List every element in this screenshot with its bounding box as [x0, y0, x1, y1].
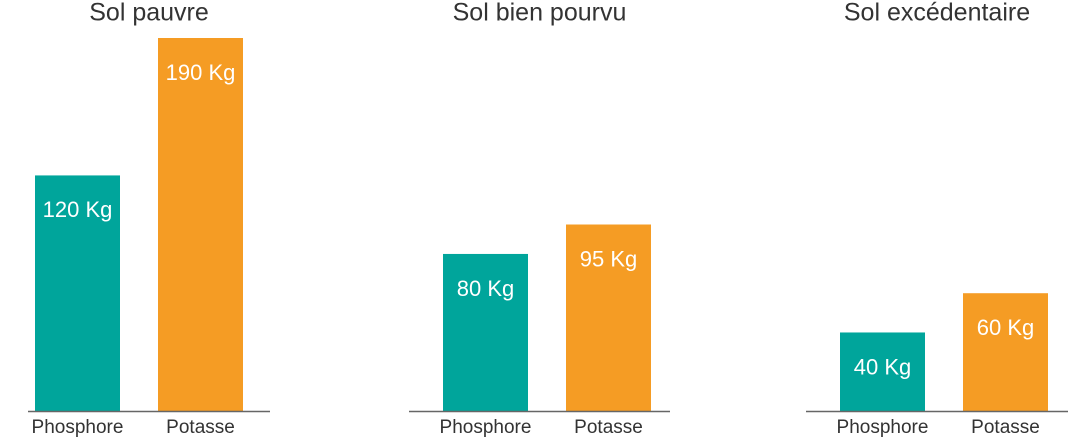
x-tick-label: Potasse: [971, 417, 1040, 438]
chart-title: Sol bien pourvu: [453, 0, 627, 27]
bar: [566, 224, 651, 411]
value-label: 40 Kg: [854, 354, 912, 379]
x-tick-label: Phosphore: [32, 417, 124, 438]
x-tick-label: Potasse: [574, 417, 643, 438]
value-label: 120 Kg: [43, 197, 113, 222]
chart-title: Sol excédentaire: [844, 0, 1030, 27]
x-tick-label: Phosphore: [440, 417, 532, 438]
bar: [158, 38, 243, 411]
bar: [35, 175, 120, 411]
value-label: 95 Kg: [580, 246, 638, 271]
value-label: 80 Kg: [457, 276, 515, 301]
value-label: 190 Kg: [166, 60, 236, 85]
bar: [963, 293, 1048, 411]
chart-title: Sol pauvre: [89, 0, 209, 27]
value-label: 60 Kg: [977, 315, 1035, 340]
x-tick-label: Potasse: [166, 417, 235, 438]
bar: [840, 332, 925, 411]
x-tick-label: Phosphore: [837, 417, 929, 438]
bar: [443, 253, 528, 411]
